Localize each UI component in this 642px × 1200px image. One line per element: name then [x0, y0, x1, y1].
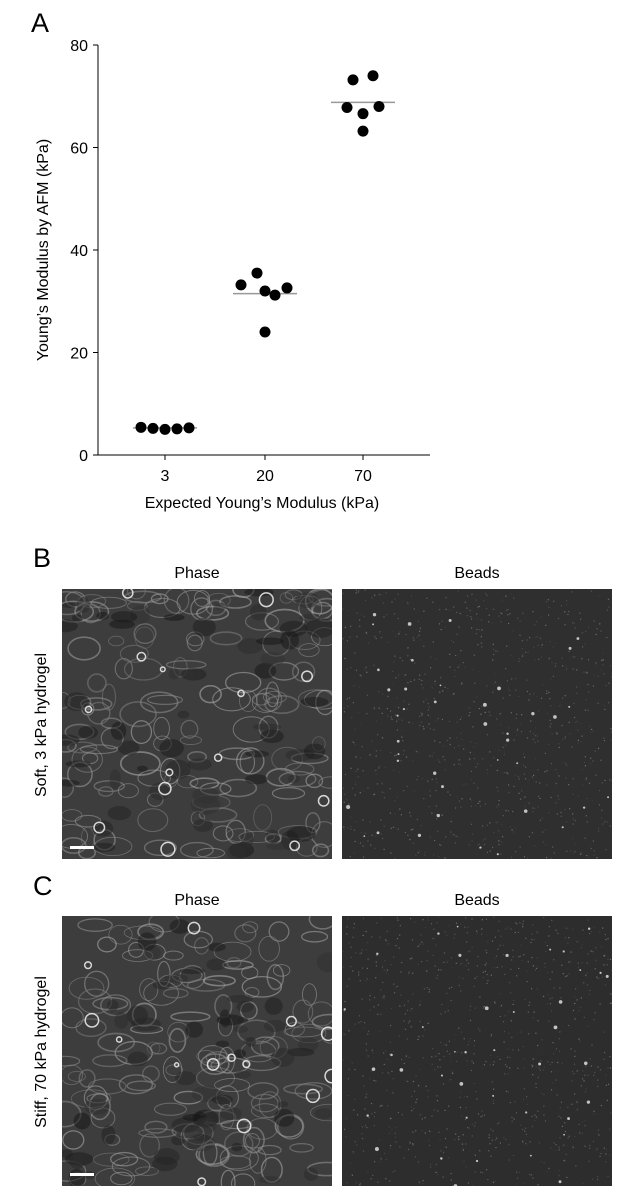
column-title-beads-b: Beads — [454, 565, 500, 582]
scale-bar — [70, 846, 94, 849]
data-point — [357, 108, 369, 120]
beads-image-soft — [342, 589, 612, 859]
data-point — [373, 101, 385, 112]
data-point — [235, 279, 247, 291]
data-point — [251, 267, 263, 279]
phase-image-soft — [62, 589, 332, 859]
data-point — [347, 74, 359, 86]
row-label-soft: Soft, 3 kPa hydrogel — [33, 652, 50, 798]
data-point — [269, 289, 281, 301]
row-label-stiff: Stiff, 70 kPa hydrogel — [33, 976, 50, 1128]
x-tick-label: 3 — [161, 468, 170, 485]
column-title-beads-c: Beads — [454, 892, 500, 909]
x-axis-label: Expected Young’s Modulus (kPa) — [145, 495, 380, 512]
data-point — [367, 70, 379, 82]
y-tick-label: 80 — [70, 38, 88, 55]
panel-label-c: C — [33, 871, 53, 901]
column-title-phase-b: Phase — [174, 565, 220, 582]
data-point — [259, 285, 271, 297]
phase-image-stiff — [62, 916, 332, 1186]
panel-label-a: A — [31, 8, 50, 38]
data-point — [281, 282, 293, 294]
data-point — [183, 422, 195, 434]
scatter-chart: 0 20 40 60 80 3 20 70 Young’s Modulus by AFM (k… — [35, 38, 430, 512]
panel-label-b: B — [33, 543, 52, 573]
data-point — [259, 326, 271, 338]
data-point — [357, 125, 369, 137]
y-tick-label: 0 — [79, 448, 88, 465]
x-tick-label: 20 — [256, 468, 274, 485]
data-point — [341, 102, 353, 114]
data-point — [159, 423, 171, 435]
data-point — [171, 423, 183, 435]
column-title-phase-c: Phase — [174, 892, 220, 909]
data-point — [135, 421, 147, 433]
y-tick-label: 40 — [70, 243, 88, 260]
x-tick-label: 70 — [354, 468, 372, 485]
y-tick-label: 60 — [70, 141, 88, 158]
scale-bar — [70, 1173, 94, 1176]
data-point — [147, 422, 159, 434]
beads-image-stiff — [342, 916, 612, 1186]
y-tick-label: 20 — [70, 346, 88, 363]
y-axis-label: Young’s Modulus by AFM (kPa) — [35, 139, 52, 361]
